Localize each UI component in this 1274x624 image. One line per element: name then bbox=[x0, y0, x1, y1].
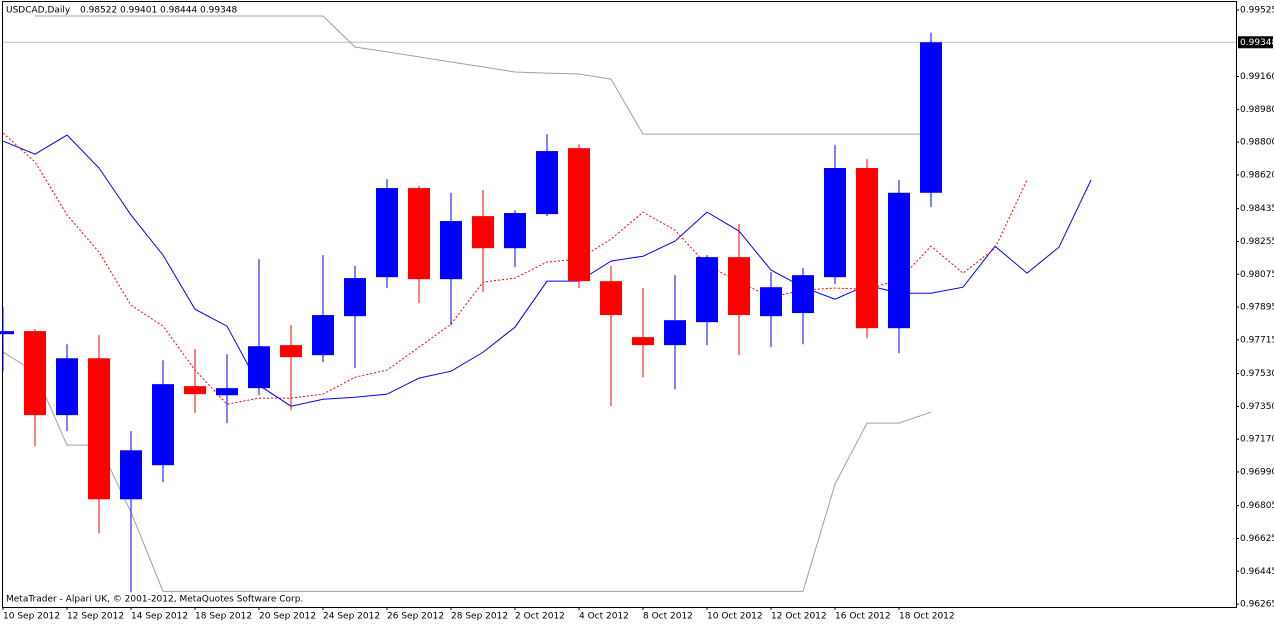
header-value: 0.99348 bbox=[200, 6, 237, 16]
x-tick-label: 12 Oct 2012 bbox=[771, 612, 827, 622]
candle-body bbox=[632, 337, 654, 346]
y-tick-label: 0.96805 bbox=[1240, 501, 1274, 511]
y-tick-label: 0.97170 bbox=[1240, 435, 1274, 445]
x-tick-label: 10 Oct 2012 bbox=[707, 612, 763, 622]
candle-body bbox=[824, 168, 846, 278]
candle-body bbox=[24, 331, 46, 416]
y-tick-label: 0.99160 bbox=[1240, 72, 1274, 82]
x-tick-label: 2 Oct 2012 bbox=[515, 612, 565, 622]
candle-body bbox=[0, 331, 14, 335]
y-tick-label: 0.98800 bbox=[1240, 138, 1274, 148]
indicator-line bbox=[2, 351, 932, 592]
y-tick-label: 0.99525 bbox=[1240, 6, 1274, 16]
candle-body bbox=[56, 358, 78, 416]
chart-title: USDCAD,Daily bbox=[6, 6, 71, 16]
y-tick-label: 0.97895 bbox=[1240, 303, 1274, 313]
indicator-line bbox=[35, 15, 931, 135]
candle-body bbox=[728, 257, 750, 316]
candle-body bbox=[88, 358, 110, 500]
x-tick-label: 28 Sep 2012 bbox=[451, 612, 508, 622]
candle-body bbox=[376, 188, 398, 278]
x-tick-label: 26 Sep 2012 bbox=[387, 612, 444, 622]
x-tick-label: 12 Sep 2012 bbox=[67, 612, 124, 622]
candle-body bbox=[248, 346, 270, 389]
candle-body bbox=[760, 287, 782, 317]
candle-body bbox=[504, 213, 526, 249]
candle-body bbox=[664, 320, 686, 346]
y-tick-label: 0.97350 bbox=[1240, 402, 1274, 412]
candle-body bbox=[120, 450, 142, 500]
header-value: 0.98522 bbox=[80, 6, 117, 16]
y-tick-label: 0.96625 bbox=[1240, 534, 1274, 544]
candle-body bbox=[856, 168, 878, 329]
candle-body bbox=[184, 386, 206, 395]
indicator-line bbox=[2, 132, 1028, 405]
x-tick-label: 4 Oct 2012 bbox=[579, 612, 629, 622]
x-tick-label: 8 Oct 2012 bbox=[643, 612, 693, 622]
y-tick-label: 0.97715 bbox=[1240, 335, 1274, 345]
candle-body bbox=[568, 148, 590, 282]
candle-body bbox=[888, 192, 910, 329]
y-tick-label: 0.96265 bbox=[1240, 600, 1274, 610]
y-tick-label: 0.97530 bbox=[1240, 369, 1274, 379]
y-tick-label: 0.96445 bbox=[1240, 567, 1274, 577]
y-tick-label: 0.98075 bbox=[1240, 270, 1274, 280]
candle-body bbox=[920, 42, 942, 193]
header-value: 0.99401 bbox=[120, 6, 157, 16]
candle-body bbox=[344, 278, 366, 317]
x-tick-label: 18 Oct 2012 bbox=[899, 612, 955, 622]
x-tick-label: 24 Sep 2012 bbox=[323, 612, 380, 622]
candle-body bbox=[216, 388, 238, 396]
y-tick-label: 0.98620 bbox=[1240, 170, 1274, 180]
candle-body bbox=[792, 275, 814, 314]
candle-body bbox=[536, 151, 558, 215]
candle-body bbox=[152, 384, 174, 466]
y-tick-label: 0.98255 bbox=[1240, 237, 1274, 247]
candle-body bbox=[408, 188, 430, 280]
candle-body bbox=[280, 345, 302, 358]
y-tick-label: 0.96990 bbox=[1240, 467, 1274, 477]
x-tick-label: 14 Sep 2012 bbox=[131, 612, 188, 622]
candle-body bbox=[600, 281, 622, 316]
candle-body bbox=[472, 216, 494, 249]
y-tick-label: 0.98435 bbox=[1240, 204, 1274, 214]
candle-body bbox=[696, 257, 718, 323]
x-tick-label: 16 Oct 2012 bbox=[835, 612, 891, 622]
candle-body bbox=[312, 315, 334, 356]
price-label-box bbox=[1238, 36, 1273, 49]
annotation: MetaTrader - Alpari UK, © 2001-2012, Met… bbox=[6, 595, 303, 605]
x-tick-label: 10 Sep 2012 bbox=[3, 612, 60, 622]
header-value: 0.98444 bbox=[160, 6, 197, 16]
candle-body bbox=[440, 221, 462, 280]
y-tick-label: 0.98980 bbox=[1240, 105, 1274, 115]
price-label: 0.99348 bbox=[1240, 38, 1274, 48]
x-tick-label: 18 Sep 2012 bbox=[195, 612, 252, 622]
x-tick-label: 20 Sep 2012 bbox=[259, 612, 316, 622]
